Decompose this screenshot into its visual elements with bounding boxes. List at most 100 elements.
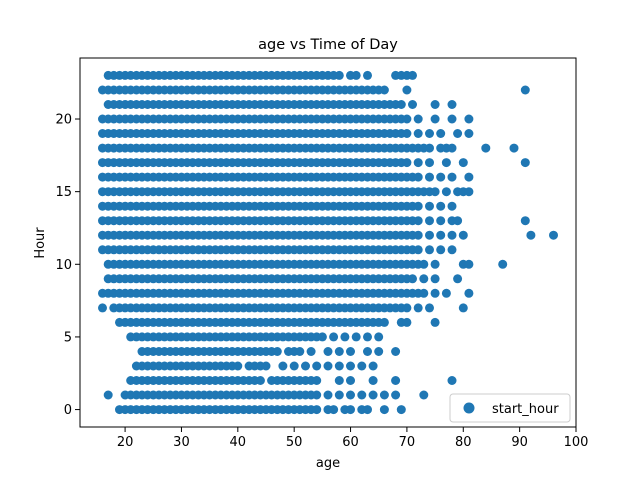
data-point: [447, 143, 457, 153]
data-point: [351, 70, 361, 80]
data-point: [441, 288, 451, 298]
chart-title: age vs Time of Day: [258, 37, 398, 53]
data-point: [374, 347, 384, 356]
data-point: [425, 245, 434, 255]
data-point: [351, 332, 361, 342]
legend: start_hour: [449, 393, 571, 423]
legend-box: [449, 393, 571, 423]
data-point: [346, 390, 355, 400]
data-point: [334, 390, 344, 400]
data-point: [255, 376, 265, 385]
data-point: [430, 288, 440, 298]
data-point: [408, 100, 417, 109]
data-point: [453, 129, 463, 138]
data-point: [402, 303, 412, 313]
data-point: [453, 274, 463, 284]
data-point: [413, 303, 423, 313]
data-point: [464, 172, 474, 182]
data-point: [441, 158, 451, 168]
data-point: [312, 405, 322, 415]
data-point: [334, 70, 344, 80]
data-point: [441, 187, 451, 197]
data-point: [425, 201, 434, 211]
data-point: [334, 361, 344, 371]
data-point: [368, 390, 378, 400]
data-point: [379, 317, 389, 327]
data-point: [464, 288, 474, 298]
data-point: [464, 129, 474, 138]
data-point: [402, 158, 412, 168]
data-point: [425, 129, 434, 138]
data-point: [430, 274, 440, 284]
data-point: [419, 390, 429, 400]
legend-marker: [463, 402, 475, 414]
data-point: [458, 230, 468, 240]
data-point: [340, 332, 350, 342]
x-tick-label: 40: [230, 435, 247, 450]
data-point: [363, 347, 372, 356]
data-point: [379, 390, 389, 400]
data-point: [425, 158, 434, 168]
data-point: [430, 187, 440, 197]
data-point: [419, 288, 429, 298]
data-point: [396, 405, 406, 415]
x-tick-label: 50: [286, 435, 303, 450]
data-point: [447, 201, 457, 211]
data-point: [374, 332, 384, 342]
data-point: [289, 361, 299, 371]
data-point: [402, 114, 412, 124]
data-point: [301, 361, 310, 371]
data-point: [425, 143, 434, 153]
data-point: [458, 158, 468, 168]
data-point: [549, 230, 558, 240]
data-point: [278, 361, 288, 371]
y-tick-label: 5: [64, 330, 72, 345]
data-point: [430, 317, 440, 327]
data-point: [329, 405, 339, 415]
y-axis-label: Hour: [33, 227, 48, 259]
data-point: [436, 216, 446, 226]
data-point: [447, 100, 457, 109]
data-point: [430, 100, 440, 109]
data-points: [98, 70, 558, 415]
data-point: [363, 70, 372, 80]
data-point: [312, 390, 322, 400]
data-point: [317, 332, 327, 342]
data-point: [357, 390, 367, 400]
x-tick-label: 20: [117, 435, 134, 450]
x-axis-label: age: [316, 456, 340, 471]
data-point: [413, 158, 423, 168]
data-point: [447, 230, 457, 240]
data-point: [312, 361, 322, 371]
data-point: [425, 172, 434, 182]
data-point: [368, 376, 378, 385]
data-point: [498, 259, 508, 269]
data-point: [346, 405, 355, 415]
data-point: [363, 405, 372, 415]
data-point: [436, 129, 446, 138]
data-point: [103, 390, 113, 400]
legend-label: start_hour: [492, 402, 559, 417]
data-point: [334, 347, 344, 356]
data-point: [323, 361, 333, 371]
data-point: [346, 376, 355, 385]
data-point: [419, 274, 429, 284]
x-tick-label: 30: [173, 435, 190, 450]
data-point: [425, 216, 434, 226]
data-point: [425, 230, 434, 240]
data-point: [413, 216, 423, 226]
data-point: [363, 332, 372, 342]
data-point: [391, 347, 401, 356]
data-point: [402, 85, 412, 95]
data-point: [402, 317, 412, 327]
data-point: [323, 390, 333, 400]
data-point: [408, 70, 417, 80]
data-point: [520, 216, 530, 226]
data-point: [413, 172, 423, 182]
data-point: [436, 230, 446, 240]
data-point: [391, 376, 401, 385]
data-point: [520, 85, 530, 95]
data-point: [379, 85, 389, 95]
y-tick-label: 10: [55, 258, 72, 273]
